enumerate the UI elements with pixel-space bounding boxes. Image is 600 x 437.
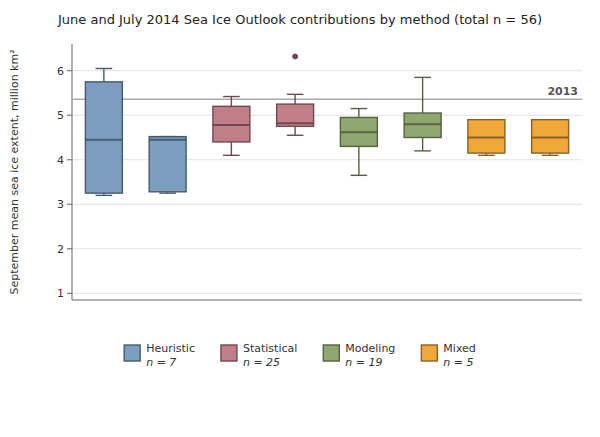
grid-line: [72, 204, 582, 205]
median: [213, 124, 250, 126]
upper-whisker: [358, 109, 359, 118]
box: [468, 120, 505, 153]
annotation: 2013: [547, 85, 578, 98]
grid: [72, 71, 582, 294]
grid-line: [72, 293, 582, 294]
median: [149, 139, 186, 141]
lower-whisker: [294, 126, 295, 135]
median: [404, 123, 441, 125]
lower-cap: [414, 150, 431, 151]
legend-count: n = 5: [443, 356, 473, 369]
box-group: [340, 109, 377, 176]
y-tick: [67, 248, 72, 249]
box: [340, 117, 377, 146]
lower-whisker: [422, 137, 423, 150]
legend-swatch: [221, 345, 237, 361]
box-group: [532, 120, 569, 156]
upper-whisker: [294, 94, 295, 104]
lower-whisker: [231, 142, 232, 155]
median: [532, 136, 569, 138]
legend-count: n = 7: [146, 356, 176, 369]
legend-swatch: [421, 345, 437, 361]
title: June and July 2014 Sea Ice Outlook contr…: [57, 12, 542, 27]
upper-cap: [223, 96, 240, 97]
median: [340, 131, 377, 133]
upper-cap: [96, 68, 113, 69]
legend-count: n = 25: [243, 356, 280, 369]
lower-cap: [542, 155, 559, 156]
box: [213, 106, 250, 142]
marks: [72, 54, 582, 195]
y-tick: [67, 70, 72, 71]
y-tick-label: 1: [57, 287, 64, 300]
upper-whisker: [103, 68, 104, 81]
legend-item: Mixedn = 5: [421, 342, 475, 369]
grid-line: [72, 248, 582, 249]
upper-cap: [351, 108, 368, 109]
box-group: [213, 97, 250, 156]
y-tick-label: 4: [57, 154, 64, 167]
box: [532, 120, 569, 153]
reference-line: [72, 99, 582, 100]
box-group: [468, 120, 505, 156]
box-group: [404, 77, 441, 150]
median: [468, 136, 505, 138]
lower-cap: [96, 195, 113, 196]
upper-whisker: [231, 97, 232, 107]
chart: June and July 2014 Sea Ice Outlook contr…: [0, 0, 600, 437]
upper-cap: [414, 77, 431, 78]
upper-cap: [287, 94, 304, 95]
upper-whisker: [422, 77, 423, 113]
box: [149, 137, 186, 192]
lower-cap: [159, 192, 176, 193]
x-axis: [72, 300, 582, 301]
legend-item: Heuristicn = 7: [124, 342, 195, 369]
box-group: [277, 54, 314, 135]
legend-swatch: [124, 345, 140, 361]
lower-cap: [223, 155, 240, 156]
legend-count: n = 19: [345, 356, 382, 369]
legend-item: Statisticaln = 25: [221, 342, 297, 369]
legend-swatch: [323, 345, 339, 361]
y-tick-label: 6: [57, 65, 64, 78]
legend-label: Heuristic: [146, 342, 195, 355]
legend-label: Statistical: [243, 342, 297, 355]
legend: Heuristicn = 7Statisticaln = 25Modelingn…: [124, 342, 476, 369]
box-group: [85, 68, 122, 195]
y-tick: [67, 293, 72, 294]
y-tick: [67, 204, 72, 205]
flier: [293, 54, 298, 59]
chart-container: June and July 2014 Sea Ice Outlook contr…: [0, 0, 600, 437]
lower-cap: [351, 175, 368, 176]
lower-cap: [478, 155, 495, 156]
lower-whisker: [358, 146, 359, 175]
grid-line: [72, 115, 582, 116]
legend-label: Modeling: [345, 342, 395, 355]
box: [277, 104, 314, 126]
median: [85, 139, 122, 141]
y-tick-label: 5: [57, 109, 64, 122]
median: [277, 122, 314, 124]
legend-item: Modelingn = 19: [323, 342, 395, 369]
box: [404, 113, 441, 137]
y-tick: [67, 115, 72, 116]
y-axis: [72, 44, 73, 300]
grid-line: [72, 70, 582, 71]
lower-cap: [287, 135, 304, 136]
box: [85, 82, 122, 193]
legend-label: Mixed: [443, 342, 475, 355]
y-tick: [67, 159, 72, 160]
y-tick-label: 3: [57, 198, 64, 211]
y-tick-label: 2: [57, 243, 64, 256]
box-group: [149, 137, 186, 194]
y-axis-label: September mean sea ice extent, million k…: [8, 49, 21, 294]
